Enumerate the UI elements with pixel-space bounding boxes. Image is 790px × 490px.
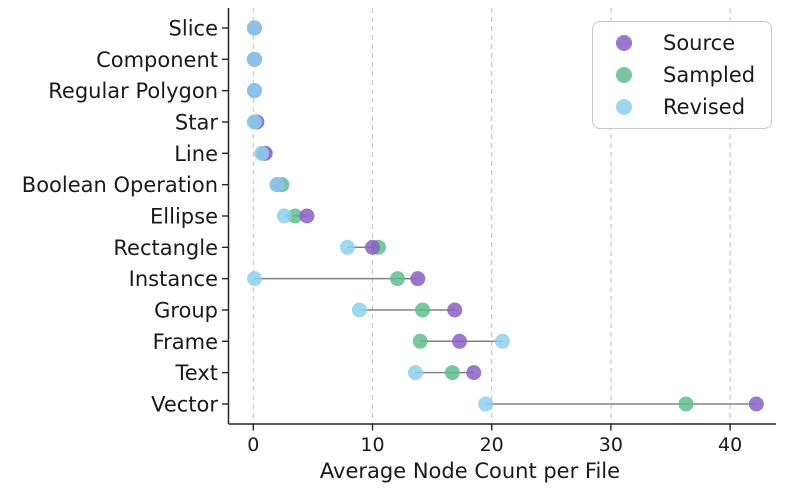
y-tick-label: Group <box>154 298 218 322</box>
legend-label-revised: Revised <box>663 95 746 119</box>
x-axis-label: Average Node Count per File <box>320 459 620 483</box>
data-point-revised <box>269 177 285 193</box>
legend: Source Sampled Revised <box>592 21 772 129</box>
data-point-revised <box>246 271 262 287</box>
data-point-revised <box>407 365 423 381</box>
y-tick-label: Slice <box>169 17 218 41</box>
legend-item-revised: Revised <box>593 91 771 123</box>
data-point-sampled <box>390 271 406 287</box>
data-point-revised <box>494 333 510 349</box>
x-tick-label: 10 <box>360 434 384 456</box>
y-tick-label: Regular Polygon <box>48 79 218 103</box>
data-point-source <box>466 365 482 381</box>
data-point-sampled <box>415 302 431 318</box>
data-point-revised <box>246 114 262 130</box>
data-point-source <box>447 302 463 318</box>
legend-item-sampled: Sampled <box>593 59 771 91</box>
data-point-sampled <box>287 208 303 224</box>
data-point-source <box>452 333 468 349</box>
data-point-sampled <box>444 365 460 381</box>
y-tick-label: Component <box>96 48 218 72</box>
data-point-source <box>299 208 315 224</box>
y-tick-label: Text <box>175 361 218 385</box>
legend-marker-revised <box>616 99 632 115</box>
x-tick-label: 40 <box>718 434 742 456</box>
data-point-revised <box>339 239 355 255</box>
y-tick-label: Boolean Operation <box>22 173 218 197</box>
legend-label-source: Source <box>663 31 736 55</box>
legend-label-sampled: Sampled <box>663 63 756 87</box>
data-point-revised <box>246 20 262 36</box>
x-tick-label: 0 <box>247 434 259 456</box>
y-tick-label: Line <box>174 142 218 166</box>
data-point-revised <box>478 396 494 412</box>
data-point-revised <box>351 302 367 318</box>
legend-item-source: Source <box>593 27 771 59</box>
legend-marker-sampled <box>616 67 632 83</box>
data-point-revised <box>246 83 262 99</box>
data-point-source <box>365 239 380 255</box>
data-point-revised <box>246 51 262 67</box>
y-tick-label: Instance <box>129 267 218 291</box>
y-tick-label: Rectangle <box>113 236 218 260</box>
data-point-sampled <box>678 396 694 412</box>
data-point-sampled <box>412 333 428 349</box>
x-tick-label: 20 <box>480 434 504 456</box>
y-tick-label: Vector <box>151 392 218 416</box>
data-point-revised <box>276 208 292 224</box>
data-point-source <box>748 396 764 412</box>
y-tick-label: Ellipse <box>150 204 218 228</box>
x-tick-label: 30 <box>599 434 623 456</box>
legend-marker-source <box>616 35 632 51</box>
y-tick-label: Star <box>175 110 218 134</box>
data-point-revised <box>254 145 270 161</box>
data-point-source <box>410 271 426 287</box>
y-tick-label: Frame <box>153 330 218 354</box>
